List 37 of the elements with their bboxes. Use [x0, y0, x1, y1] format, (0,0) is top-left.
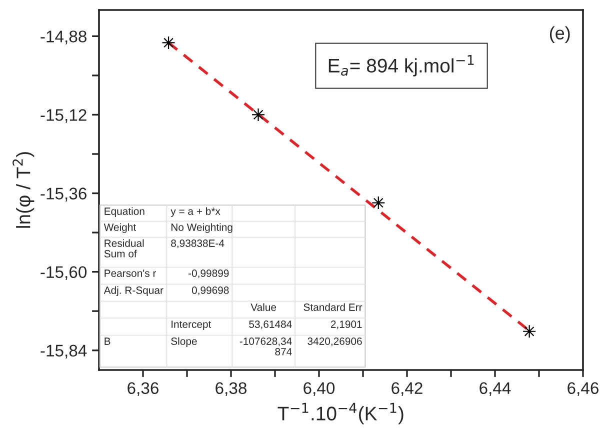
x-tick-label: 6,36	[128, 382, 158, 396]
annotation: -107628,34 874	[240, 338, 292, 356]
x-tick-label: 6,42	[392, 382, 422, 396]
annotation: Residual Sum of	[104, 239, 144, 258]
y-tick-label: -15,36	[40, 188, 86, 202]
y-tick-label: -15,60	[40, 266, 87, 280]
annotation: B	[104, 338, 110, 345]
x-tick-label: 6,44	[480, 382, 511, 396]
annotation: 8,93838E-4	[171, 240, 224, 248]
y-tick-label: -14,88	[40, 30, 86, 44]
annotation: Value	[250, 303, 276, 311]
annotation: Adj. R-Squar	[104, 286, 164, 296]
x-tick-label: 6,46	[568, 382, 598, 396]
x-tick-label: 6,40	[304, 382, 335, 396]
annotation: Slope	[171, 337, 197, 347]
annotation: Intercept	[172, 320, 212, 330]
annotation: 3420,26906	[308, 338, 362, 346]
x-axis-title: T$^{−1}$.10$^{−4}$(K$^{−1}$)	[278, 402, 404, 424]
annotation: (e)	[550, 26, 570, 44]
annotation: Equation	[104, 207, 144, 217]
x-tick-label: 6,38	[216, 382, 246, 396]
annotation: y = a + b*x	[170, 207, 220, 217]
y-axis-title: ln(φ / T$^{2}$)	[12, 152, 34, 228]
annotation: -0,99899	[188, 270, 229, 278]
annotation: Standard Err	[304, 303, 362, 311]
point	[372, 196, 386, 210]
annotation: Weight	[104, 223, 136, 233]
annotation: 53,61484	[249, 320, 292, 330]
annotation: No Weighting	[171, 223, 232, 233]
annotation: 2,1901	[330, 320, 362, 330]
annotation: Pearson's r	[104, 270, 156, 277]
annotation: E$_{a}$= 894 kj.mol$^{−1}$	[328, 55, 474, 76]
annotation: 0,99698	[192, 286, 229, 296]
point	[162, 36, 176, 50]
y-tick-label: -15,84	[40, 344, 87, 359]
point	[251, 108, 266, 122]
y-tick-label: -15,12	[40, 109, 86, 123]
